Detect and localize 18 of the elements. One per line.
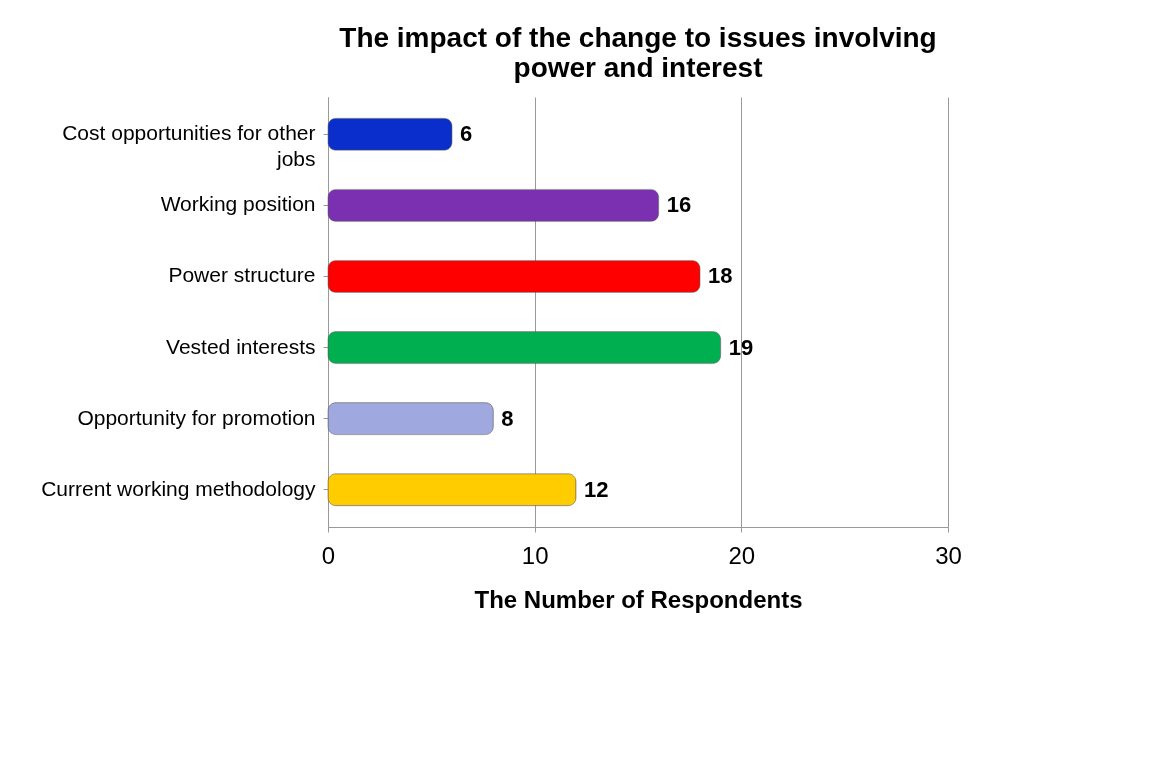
y-tick-label: Current working methodology	[41, 476, 316, 500]
y-tick-label: Opportunity for promotion	[77, 405, 316, 429]
x-tick-label: 20	[728, 541, 756, 569]
y-tick-label: Cost opportunities for other jobs	[62, 121, 316, 171]
y-tick-label: Vested interests	[166, 334, 316, 358]
data-label: 12	[584, 476, 609, 502]
x-tick-label: 30	[935, 541, 962, 569]
data-label: 6	[460, 121, 473, 147]
data-label: 8	[501, 405, 514, 431]
data-label: 18	[708, 263, 733, 289]
x-axis-title: The Number of Respondents	[474, 585, 803, 613]
y-tick-label: Power structure	[168, 263, 316, 287]
x-tick-label: 0	[321, 541, 336, 569]
chart-title: The impact of the change to issues involving power and interest	[339, 22, 937, 83]
y-tick-label: Working position	[160, 192, 316, 216]
data-label: 16	[666, 192, 692, 218]
data-label: 19	[728, 334, 754, 360]
x-tick-label: 10	[521, 541, 549, 569]
